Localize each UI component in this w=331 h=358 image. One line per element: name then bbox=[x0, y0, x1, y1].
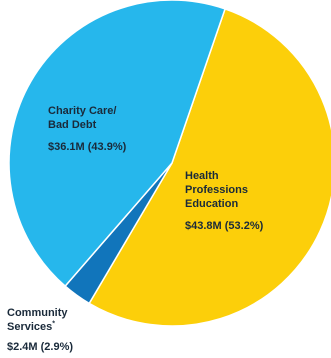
slice-label-community-services: Community Services* $2.4M (2.9%) bbox=[7, 306, 73, 354]
footnote-marker: * bbox=[52, 320, 55, 328]
slice-value-charity-care: $36.1M (43.9%) bbox=[48, 141, 127, 153]
slice-name-charity-care-line2: Bad Debt bbox=[48, 119, 97, 131]
slice-name-community-line2-wrap: Services* bbox=[7, 320, 73, 334]
slice-value-health: $43.8M (53.2%) bbox=[185, 220, 264, 232]
slice-label-charity-care: Charity Care/ Bad Debt $36.1M (43.9%) bbox=[48, 104, 126, 154]
slice-health-professions bbox=[88, 8, 331, 327]
slice-value-community: $2.4M (2.9%) bbox=[7, 341, 74, 353]
slice-charity-care bbox=[8, 0, 226, 287]
slice-name-health-line1: Health bbox=[185, 170, 219, 182]
slice-name-community-line2: Services bbox=[7, 321, 53, 333]
slice-name-charity-care-line1: Charity Care/ bbox=[48, 105, 117, 117]
slice-label-health-professions: Health Professions Education $43.8M (53.… bbox=[185, 169, 263, 233]
slice-name-health-line2: Professions bbox=[185, 184, 248, 196]
slice-name-health-line3: Education bbox=[185, 198, 239, 210]
slice-name-community-line1: Community bbox=[7, 307, 68, 319]
